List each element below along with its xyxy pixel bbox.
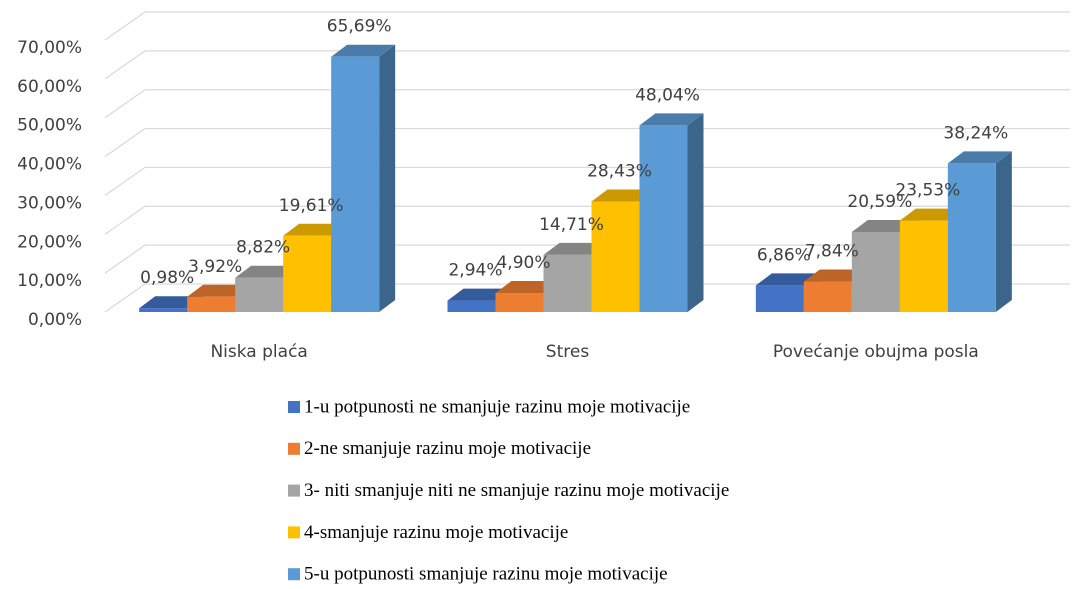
data-label: 7,84% <box>805 242 859 262</box>
bar <box>639 125 688 312</box>
legend-label: 3- niti smanjuje niti ne smanjuje razinu… <box>304 480 729 501</box>
y-tick-label: 30,00% <box>17 193 82 213</box>
data-label: 19,61% <box>279 196 344 216</box>
legend-label: 4-smanjuje razinu moje motivacije <box>304 522 568 543</box>
grid-line <box>104 166 1070 196</box>
bar <box>851 231 900 312</box>
bar-top <box>639 113 704 126</box>
bar <box>803 281 852 312</box>
bar <box>331 56 380 312</box>
grid-line <box>104 89 1070 119</box>
x-tick-label: Niska plaća <box>210 342 307 362</box>
bar <box>495 292 544 312</box>
data-label: 4,90% <box>496 253 550 273</box>
data-label: 2,94% <box>448 261 502 281</box>
y-tick-label: 40,00% <box>17 155 82 175</box>
bar <box>187 296 236 312</box>
bar <box>543 254 592 312</box>
y-tick-label: 10,00% <box>17 271 82 291</box>
legend-swatch <box>288 568 300 581</box>
bar <box>283 235 332 312</box>
y-tick-label: 50,00% <box>17 116 82 136</box>
legend-swatch <box>288 442 300 455</box>
y-tick-label: 60,00% <box>17 77 82 97</box>
y-tick-label: 0,00% <box>28 310 82 330</box>
bar-top <box>331 44 396 57</box>
bar-top <box>947 151 1012 164</box>
bar-side <box>995 151 1012 312</box>
data-label: 8,82% <box>236 238 290 258</box>
data-label: 28,43% <box>587 162 652 182</box>
bar <box>139 308 188 312</box>
grid-line <box>104 11 1070 41</box>
legend-swatch <box>288 526 300 539</box>
data-label: 0,98% <box>140 268 194 288</box>
data-label: 48,04% <box>635 85 700 105</box>
x-tick-label: Povećanje obujma posla <box>773 342 979 362</box>
y-tick-label: 20,00% <box>17 232 82 252</box>
bar <box>447 300 496 312</box>
grid-line <box>104 205 1070 235</box>
data-label: 38,24% <box>943 123 1008 143</box>
bar <box>235 277 284 312</box>
legend-label: 2-ne smanjuje razinu moje motivacije <box>304 438 591 459</box>
legend-swatch <box>288 484 300 497</box>
bar <box>755 285 804 312</box>
grid-line <box>104 127 1070 158</box>
data-label: 6,86% <box>757 245 811 265</box>
data-label: 3,92% <box>188 257 242 277</box>
legend-swatch <box>288 401 300 413</box>
grid-line <box>104 244 1070 274</box>
data-label: 20,59% <box>847 192 912 212</box>
y-tick-label: 70,00% <box>17 38 82 58</box>
x-tick-label: Stres <box>546 342 590 362</box>
legend-label: 5-u potpunosti smanjuje razinu moje moti… <box>304 564 668 585</box>
bar <box>591 201 640 312</box>
data-label: 23,53% <box>895 181 960 201</box>
data-label: 65,69% <box>327 17 392 37</box>
bar-side <box>687 113 704 312</box>
bar-side <box>379 44 396 312</box>
legend-label: 1-u potpunosti ne smanjuje razinu moje m… <box>304 396 690 417</box>
data-label: 14,71% <box>539 215 604 235</box>
bar <box>899 220 948 312</box>
bar <box>947 163 996 312</box>
grid-line <box>104 50 1070 80</box>
